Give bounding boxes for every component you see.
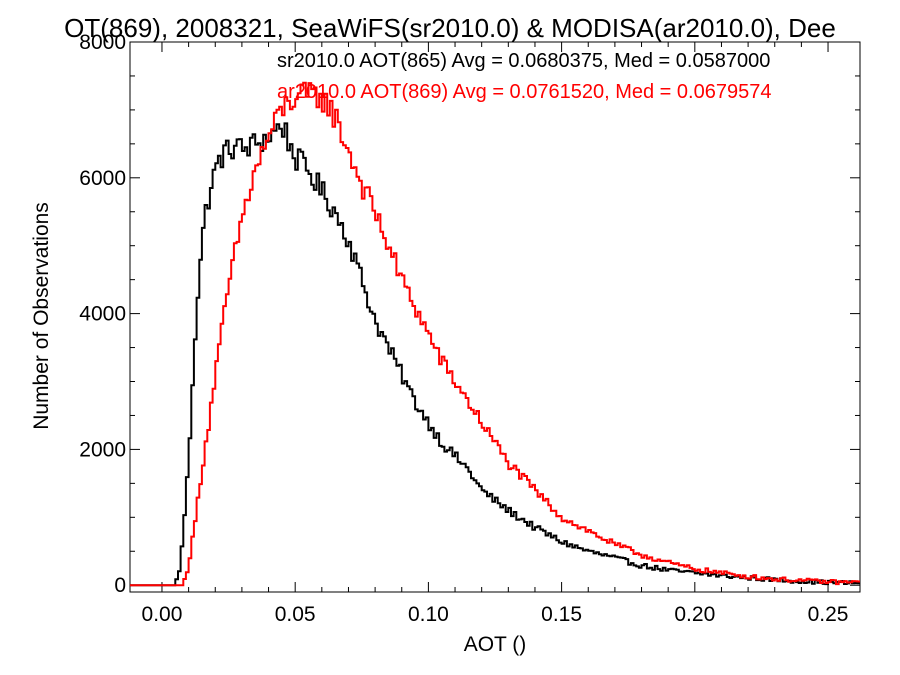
annotation-sr2010: sr2010.0 AOT(865) Avg = 0.0680375, Med =… <box>277 50 770 72</box>
y-tick-label: 4000 <box>79 303 126 326</box>
y-tick-label: 8000 <box>79 31 126 54</box>
y-tick-label: 2000 <box>79 438 126 461</box>
annotation-ar2010: ar2010.0 AOT(869) Avg = 0.0761520, Med =… <box>277 81 771 103</box>
series-group <box>130 81 860 587</box>
x-tick-label: 0.00 <box>142 603 183 626</box>
x-tick-label: 0.05 <box>275 603 316 626</box>
y-axis-ticks: 0 2000 4000 6000 8000 <box>79 31 860 597</box>
y-tick-label: 0 <box>114 574 126 597</box>
x-tick-label: 0.25 <box>808 603 849 626</box>
plot-area <box>129 41 861 593</box>
x-tick-label: 0.10 <box>408 603 449 626</box>
x-axis-label: AOT () <box>464 633 527 656</box>
series-line-ar2010 <box>130 81 860 587</box>
y-axis-label: Number of Observations <box>30 202 53 430</box>
y-tick-label: 6000 <box>79 167 126 190</box>
plot-frame <box>129 41 861 593</box>
series-line-sr2010 <box>130 122 860 587</box>
x-axis-ticks: 0.00 0.05 0.10 0.15 0.20 0.25 <box>142 42 849 626</box>
x-tick-label: 0.15 <box>541 603 582 626</box>
x-tick-label: 0.20 <box>674 603 715 626</box>
chart-title: OT(869), 2008321, SeaWiFS(sr2010.0) & MO… <box>64 13 836 43</box>
